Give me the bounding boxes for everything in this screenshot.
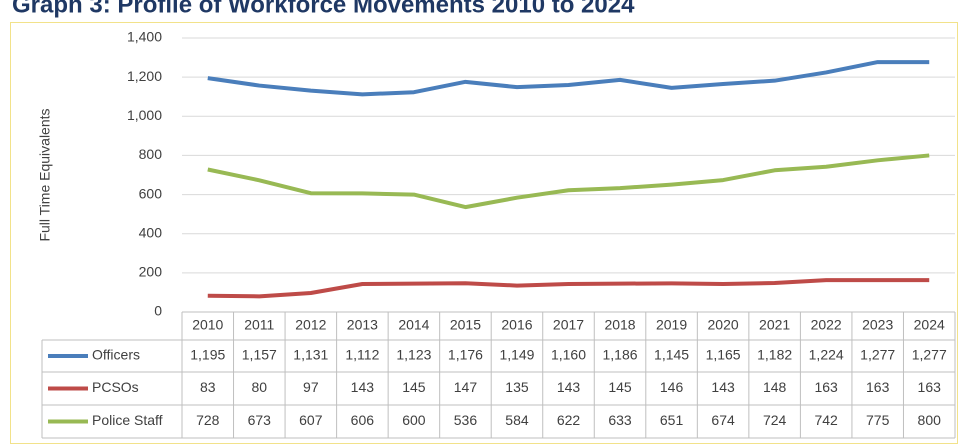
x-tick-label: 2016 xyxy=(501,317,532,333)
table-value: 1,157 xyxy=(242,347,277,363)
legend-label: Police Staff xyxy=(92,412,163,428)
table-value: 163 xyxy=(918,379,942,395)
table-value: 584 xyxy=(505,412,529,428)
x-tick-label: 2012 xyxy=(295,317,326,333)
x-tick-label: 2014 xyxy=(398,317,429,333)
table-value: 1,160 xyxy=(551,347,586,363)
table-value: 600 xyxy=(402,412,426,428)
x-tick-label: 2011 xyxy=(244,317,274,333)
table-value: 742 xyxy=(814,412,838,428)
table-value: 1,186 xyxy=(603,347,638,363)
table-value: 143 xyxy=(351,379,375,395)
chart-title: Graph 3: Profile of Workforce Movements … xyxy=(12,0,635,18)
table-value: 146 xyxy=(660,379,684,395)
table-value: 1,165 xyxy=(706,347,741,363)
table-value: 147 xyxy=(454,379,478,395)
y-tick-label: 200 xyxy=(139,264,163,280)
table-value: 1,145 xyxy=(654,347,689,363)
x-tick-label: 2013 xyxy=(347,317,378,333)
table-value: 775 xyxy=(866,412,890,428)
legend-label: PCSOs xyxy=(92,379,139,395)
table-value: 800 xyxy=(918,412,942,428)
table-value: 536 xyxy=(454,412,478,428)
table-value: 163 xyxy=(866,379,890,395)
table-value: 135 xyxy=(505,379,529,395)
table-value: 148 xyxy=(763,379,787,395)
y-tick-label: 0 xyxy=(154,303,162,319)
series-line xyxy=(207,60,930,97)
x-tick-label: 2019 xyxy=(656,317,687,333)
table-value: 1,123 xyxy=(396,347,431,363)
x-tick-label: 2021 xyxy=(759,317,790,333)
y-tick-label: 1,000 xyxy=(127,107,162,123)
y-tick-label: 600 xyxy=(139,185,163,201)
legend-label: Officers xyxy=(92,347,140,363)
table-value: 1,195 xyxy=(190,347,225,363)
table-value: 143 xyxy=(711,379,735,395)
table-value: 622 xyxy=(557,412,581,428)
y-tick-label: 1,400 xyxy=(127,29,162,45)
x-tick-label: 2017 xyxy=(553,317,584,333)
table-value: 1,277 xyxy=(860,347,895,363)
table-value: 651 xyxy=(660,412,684,428)
table-value: 673 xyxy=(248,412,272,428)
table-value: 724 xyxy=(763,412,787,428)
table-value: 1,112 xyxy=(345,347,379,363)
table-value: 674 xyxy=(711,412,735,428)
series-line xyxy=(207,153,930,210)
table-value: 145 xyxy=(608,379,632,395)
table-value: 606 xyxy=(351,412,375,428)
x-tick-label: 2022 xyxy=(811,317,842,333)
y-tick-label: 400 xyxy=(139,224,163,240)
table-value: 633 xyxy=(608,412,632,428)
x-tick-label: 2020 xyxy=(708,317,739,333)
table-value: 607 xyxy=(299,412,323,428)
table-value: 145 xyxy=(402,379,426,395)
table-value: 163 xyxy=(814,379,838,395)
table-value: 728 xyxy=(196,412,220,428)
table-value: 1,277 xyxy=(912,347,947,363)
table-value: 1,182 xyxy=(757,347,792,363)
x-tick-label: 2015 xyxy=(450,317,481,333)
x-tick-label: 2010 xyxy=(192,317,223,333)
table-value: 143 xyxy=(557,379,581,395)
table-value: 1,224 xyxy=(809,347,844,363)
table-value: 1,131 xyxy=(293,347,328,363)
x-tick-label: 2024 xyxy=(914,317,945,333)
table-value: 80 xyxy=(252,379,268,395)
y-tick-label: 1,200 xyxy=(127,68,162,84)
x-tick-label: 2018 xyxy=(604,317,635,333)
y-tick-label: 800 xyxy=(139,146,163,162)
x-tick-label: 2023 xyxy=(862,317,893,333)
series-line xyxy=(207,278,930,299)
table-value: 1,149 xyxy=(499,347,534,363)
table-value: 1,176 xyxy=(448,347,483,363)
table-value: 83 xyxy=(200,379,216,395)
y-axis-title: Full Time Equivalents xyxy=(37,108,53,241)
table-value: 97 xyxy=(303,379,319,395)
